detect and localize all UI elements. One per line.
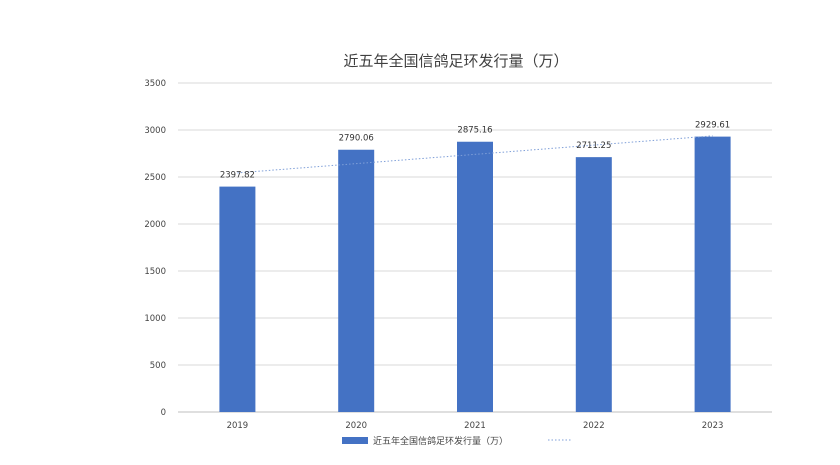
y-tick-label: 1000 (144, 314, 166, 324)
y-tick-label: 2500 (144, 173, 166, 183)
y-tick-label: 3500 (144, 79, 166, 89)
bar-2019 (219, 186, 256, 412)
data-label: 2397.82 (220, 171, 255, 181)
y-tick-label: 3000 (144, 126, 166, 136)
y-tick-label: 2000 (144, 220, 166, 230)
y-tick-label: 1500 (144, 267, 166, 277)
bar-2023 (694, 136, 731, 413)
trendline-group (237, 135, 713, 174)
x-tick-label: 2022 (583, 421, 605, 431)
x-tick-label: 2020 (345, 421, 367, 431)
data-label: 2711.25 (576, 141, 611, 151)
y-tick-label: 500 (150, 361, 166, 371)
bar-2021 (457, 141, 493, 412)
x-tick-label: 2023 (702, 421, 724, 431)
legend-swatch-bar (342, 437, 368, 444)
legend: 近五年全国信鸽足环发行量（万） (342, 435, 572, 447)
x-tick-label: 2019 (227, 421, 249, 431)
legend-label-bar: 近五年全国信鸽足环发行量（万） (373, 435, 508, 447)
data-labels: 2397.82 2790.06 2875.16 2711.25 2929.61 (220, 121, 730, 181)
bar-2020 (338, 149, 375, 412)
x-tick-label: 2021 (464, 421, 486, 431)
data-label: 2790.06 (339, 134, 374, 144)
data-label: 2875.16 (457, 126, 492, 136)
bar-2022 (575, 157, 612, 412)
data-label: 2929.61 (695, 121, 730, 131)
x-axis: 2019 2020 2021 2022 2023 (227, 421, 724, 431)
trendline (237, 135, 713, 174)
chart-title: 近五年全国信鸽足环发行量（万） (343, 52, 568, 70)
bars (219, 136, 731, 413)
y-axis: 0 500 1000 1500 2000 2500 3000 3500 (144, 79, 166, 418)
y-tick-label: 0 (161, 408, 166, 418)
